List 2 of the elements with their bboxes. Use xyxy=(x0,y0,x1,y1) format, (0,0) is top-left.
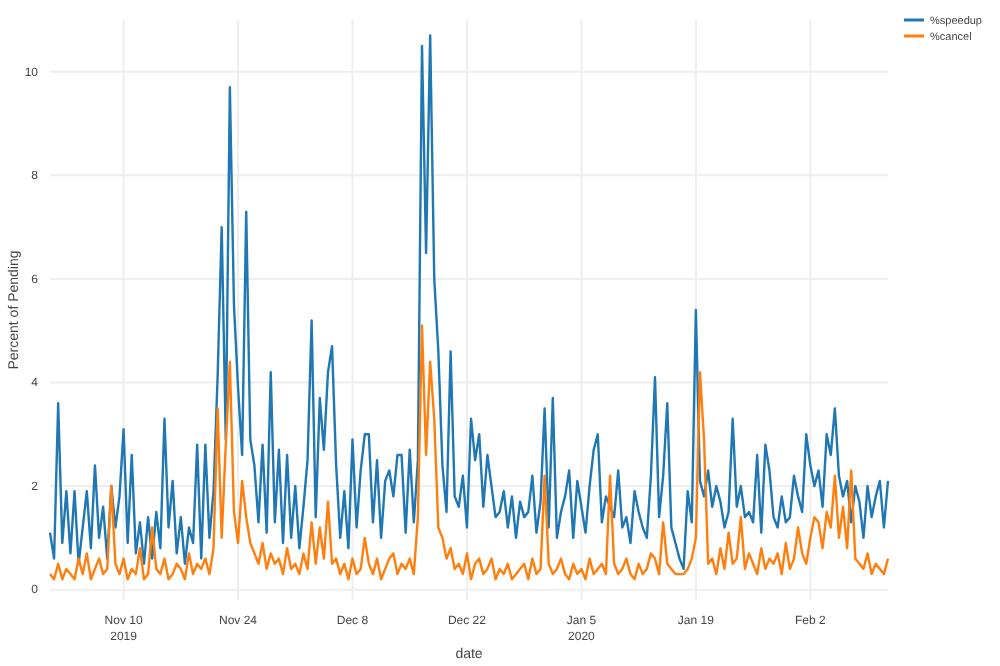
line-series xyxy=(48,34,890,571)
line-series xyxy=(48,324,890,581)
